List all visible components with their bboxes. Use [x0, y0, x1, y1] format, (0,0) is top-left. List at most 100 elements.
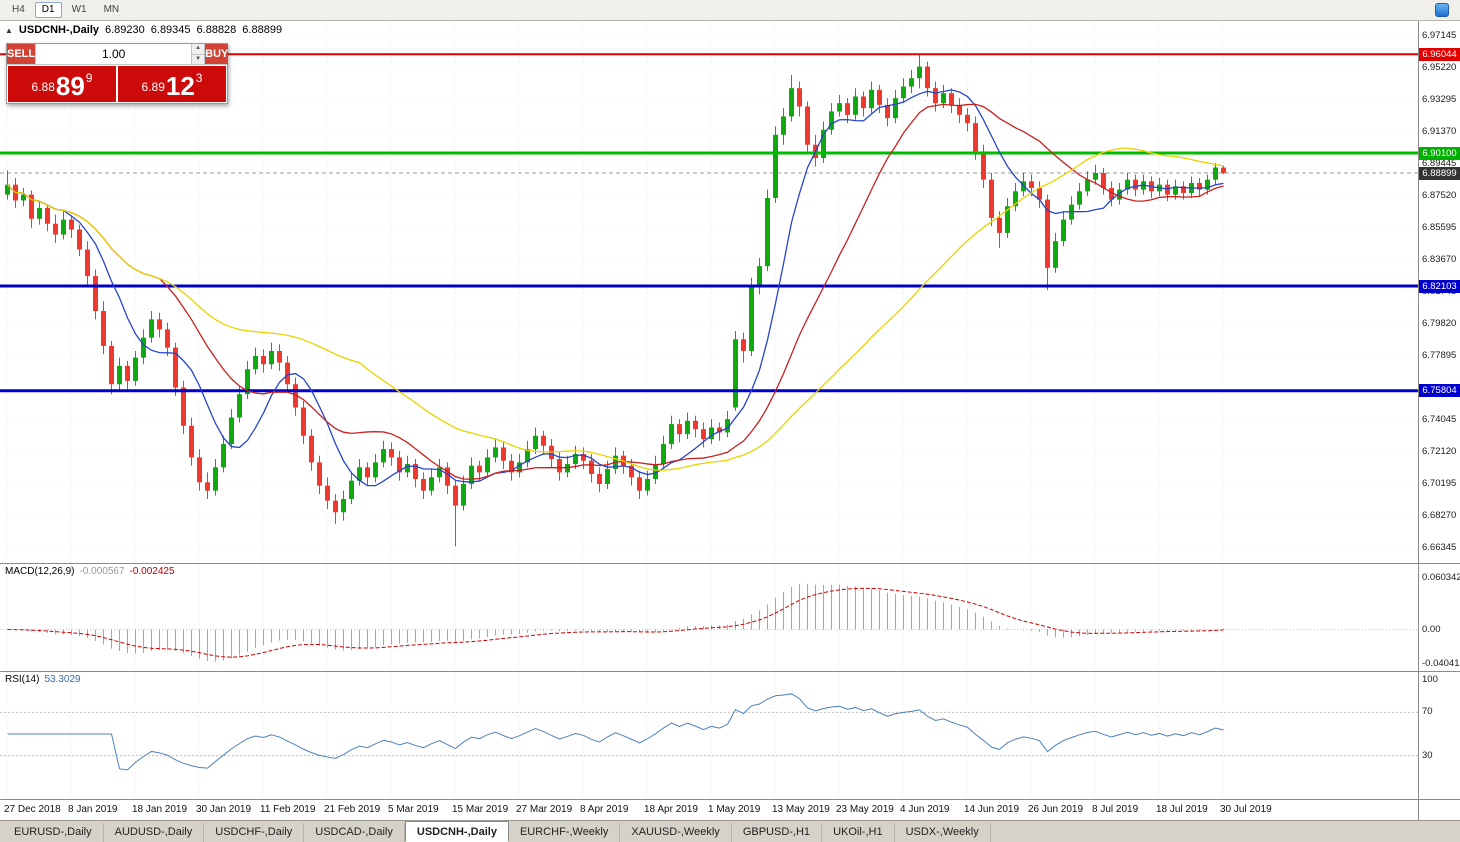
candle-body	[245, 369, 250, 395]
candle-body	[581, 454, 586, 461]
candle-body	[645, 479, 650, 491]
candle-body	[437, 467, 442, 478]
main-chart-area[interactable]: ▲ USDCNH-,Daily 6.89230 6.89345 6.88828 …	[0, 21, 1418, 563]
candle-body	[733, 339, 738, 408]
candle-body	[869, 89, 874, 109]
time-axis-label: 8 Apr 2019	[580, 804, 629, 815]
candle-body	[501, 447, 506, 461]
candle-body	[317, 462, 322, 486]
chart-tab-ukoil-h1[interactable]: UKOil-,H1	[822, 823, 895, 842]
candle-body	[493, 447, 498, 458]
ask-price-tile[interactable]: 6.89 12 3	[118, 66, 226, 102]
price-tick: 6.93295	[1422, 93, 1457, 105]
chart-tab-usdchf-daily[interactable]: USDCHF-,Daily	[204, 823, 305, 842]
candle-body	[797, 88, 802, 107]
chart-tab-xauusd-weekly[interactable]: XAUUSD-,Weekly	[620, 823, 732, 842]
rsi-name: RSI(14)	[5, 674, 40, 685]
price-axis[interactable]: 6.97145 6.95220 6.93295 6.91370 6.89445 6.875…	[1418, 21, 1460, 563]
time-axis-row: 27 Dec 2018 8 Jan 2019 18 Jan 2019 30 Jan 2…	[0, 799, 1460, 820]
timeframe-button-mn[interactable]: MN	[103, 4, 120, 15]
rsi-panel: RSI(14) 53.3029 100 70 30	[0, 671, 1460, 799]
chart-tab-eurusd-daily[interactable]: EURUSD-,Daily	[3, 823, 104, 842]
candlestick-chart[interactable]	[0, 21, 1418, 563]
time-axis-label: 30 Jul 2019	[1220, 804, 1272, 815]
candle-body	[1053, 241, 1058, 268]
bid-price-tile[interactable]: 6.88 89 9	[8, 66, 116, 102]
buy-button[interactable]: BUY	[205, 44, 229, 64]
candle-body	[1037, 187, 1042, 200]
rsi-tick: 100	[1422, 674, 1438, 685]
price-badge-6.82103: 6.82103	[1419, 279, 1460, 293]
volume-input[interactable]	[36, 44, 192, 64]
candle-body	[1181, 186, 1186, 193]
chart-tab-usdcad-daily[interactable]: USDCAD-,Daily	[304, 823, 405, 842]
price-tick: 6.85595	[1422, 221, 1457, 233]
candles	[5, 54, 1226, 547]
candle-body	[405, 464, 410, 473]
candle-body	[221, 444, 226, 468]
volume-down-button[interactable]: ▼	[192, 53, 205, 64]
candle-body	[141, 337, 146, 358]
rsi-tick: 30	[1422, 749, 1433, 761]
candle-body	[829, 111, 834, 130]
candle-body	[877, 89, 882, 105]
macd-tick: 0.060342	[1422, 572, 1460, 584]
time-axis-label: 18 Jan 2019	[132, 804, 188, 815]
candle-body	[109, 345, 114, 385]
sell-button[interactable]: SELL	[7, 44, 36, 64]
candle-body	[933, 88, 938, 104]
candle-body	[373, 462, 378, 478]
rsi-chart[interactable]	[0, 672, 1418, 799]
timeframe-button-d1[interactable]: D1	[34, 2, 62, 18]
candle-body	[965, 114, 970, 124]
candle-body	[589, 460, 594, 475]
ask-price-main: 12	[165, 71, 195, 101]
timeframe-button-w1[interactable]: W1	[71, 4, 87, 15]
candle-body	[773, 134, 778, 198]
chart-tab-gbpusd-h1[interactable]: GBPUSD-,H1	[732, 823, 823, 842]
volume-up-button[interactable]: ▲	[192, 44, 205, 54]
candle-body	[1213, 167, 1218, 180]
main-price-panel: ▲ USDCNH-,Daily 6.89230 6.89345 6.88828 …	[0, 21, 1460, 563]
price-tick: 6.89445	[1422, 157, 1457, 169]
ohlc-close: 6.88899	[242, 24, 283, 36]
rsi-chart-area[interactable]: RSI(14) 53.3029	[0, 672, 1418, 799]
candle-body	[661, 444, 666, 465]
candle-body	[1133, 179, 1138, 190]
timeframe-button-h4[interactable]: H4	[12, 4, 25, 15]
macd-chart[interactable]	[0, 564, 1418, 671]
chart-tab-usdx-weekly[interactable]: USDX-,Weekly	[895, 823, 991, 842]
candle-body	[805, 106, 810, 145]
candle-body	[1101, 173, 1106, 188]
time-axis[interactable]: 27 Dec 2018 8 Jan 2019 18 Jan 2019 30 Jan 2…	[0, 800, 1418, 820]
rsi-axis[interactable]: 100 70 30	[1418, 672, 1460, 799]
macd-panel: MACD(12,26,9) -0.000567 -0.002425 0.060342…	[0, 563, 1460, 671]
macd-axis[interactable]: 0.060342 0.00 -0.040418	[1418, 564, 1460, 671]
macd-main-value: -0.000567	[79, 566, 125, 577]
candle-body	[397, 457, 402, 473]
candle-body	[133, 357, 138, 381]
chart-tab-audusd-daily[interactable]: AUDUSD-,Daily	[104, 823, 205, 842]
candle-body	[749, 286, 754, 351]
chart-tab-usdcnh-daily[interactable]: USDCNH-,Daily	[404, 821, 509, 842]
candle-body	[197, 457, 202, 483]
macd-chart-area[interactable]: MACD(12,26,9) -0.000567 -0.002425	[0, 564, 1418, 671]
candle-body	[349, 480, 354, 499]
main-grid	[0, 21, 1418, 563]
price-tick: 6.77895	[1422, 350, 1457, 362]
period-toolbar: H4 D1 W1 MN	[0, 0, 1460, 21]
candle-body	[1013, 191, 1018, 207]
one-click-toggle-icon[interactable]: ▲	[5, 25, 13, 35]
chart-tab-eurchf-weekly[interactable]: EURCHF-,Weekly	[509, 823, 621, 842]
candle-body	[1093, 173, 1098, 180]
time-axis-label: 11 Feb 2019	[260, 804, 316, 815]
candle-body	[861, 96, 866, 109]
toolbar-app-icon[interactable]	[1435, 3, 1449, 17]
candle-body	[293, 384, 298, 408]
volume-spinner: ▲ ▼	[191, 44, 205, 64]
candle-body	[29, 194, 34, 219]
price-tick: 6.72120	[1422, 446, 1457, 458]
candle-body	[1197, 182, 1202, 190]
candle-body	[181, 387, 186, 426]
candle-body	[541, 435, 546, 446]
